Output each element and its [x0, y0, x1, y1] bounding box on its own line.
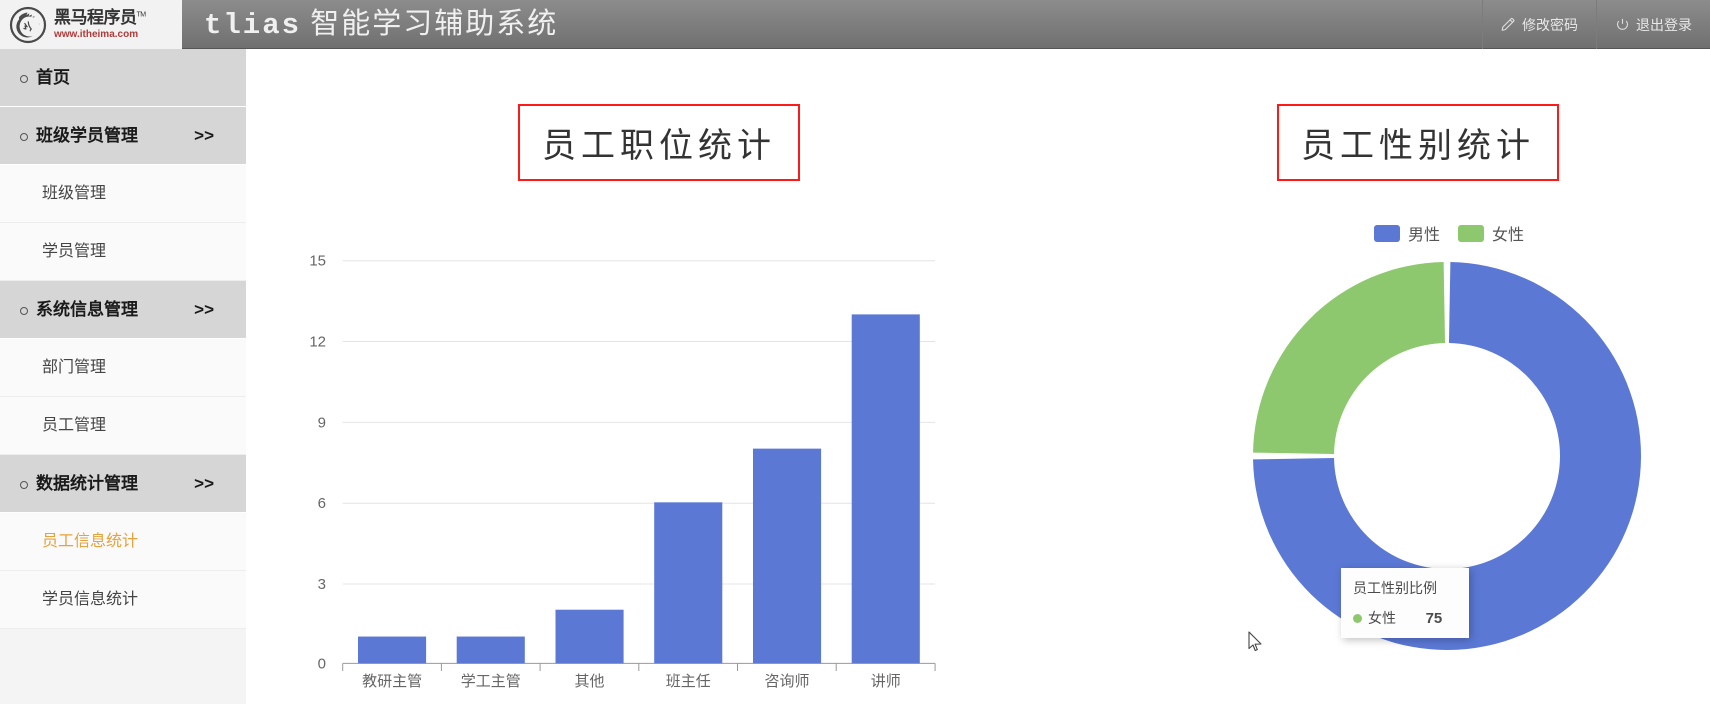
- svg-text:6: 6: [318, 495, 326, 512]
- svg-text:班主任: 班主任: [666, 673, 711, 690]
- svg-text:15: 15: [309, 253, 326, 270]
- svg-text:教研主管: 教研主管: [362, 673, 422, 690]
- svg-text:讲师: 讲师: [871, 673, 901, 690]
- svg-text:学工主管: 学工主管: [461, 673, 521, 690]
- svg-text:3: 3: [318, 576, 326, 593]
- svg-text:0: 0: [318, 655, 326, 672]
- svg-text:9: 9: [318, 414, 326, 431]
- svg-text:其他: 其他: [574, 673, 604, 690]
- svg-text:咨询师: 咨询师: [764, 673, 809, 690]
- svg-text:12: 12: [309, 334, 326, 351]
